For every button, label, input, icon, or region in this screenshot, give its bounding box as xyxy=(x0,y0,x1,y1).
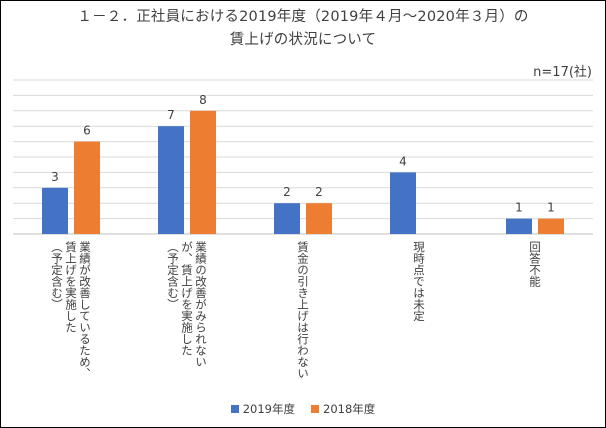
bar-2018年度-2 xyxy=(190,110,216,234)
category-label-1: 業績が改善しているため、 賃上げを実施した （予定含む） xyxy=(50,241,92,379)
bar-2018年度-3 xyxy=(306,203,332,234)
legend-label: 2019年度 xyxy=(242,402,295,416)
bars xyxy=(42,110,564,234)
data-label: 3 xyxy=(51,170,59,184)
chart-title: １－２．正社員における2019年度（2019年４月～2020年３月）の 賃上げの… xyxy=(0,6,606,52)
sample-size-note: n=17(社) xyxy=(533,65,592,80)
chart-title-line-1: １－２．正社員における2019年度（2019年４月～2020年３月）の xyxy=(77,9,529,25)
category-label-line: 現時点では未定 xyxy=(412,241,426,322)
data-label: 2 xyxy=(315,185,323,199)
category-label-line: 業績の改善がみられない xyxy=(194,241,208,368)
category-label-2: 業績の改善がみられない が、賃上げを実施した （予定含む） xyxy=(166,241,208,368)
category-label-line: （予定含む） xyxy=(50,241,64,310)
category-label-line: 回答不能 xyxy=(528,241,542,287)
gridlines xyxy=(13,79,593,235)
bar-2019年度-1 xyxy=(42,187,68,234)
category-label-line: 業績が改善しているため、 xyxy=(78,241,92,379)
category-label-line: 賃金の引き上げは行わない xyxy=(296,241,310,379)
category-label-line: が、賃上げを実施した xyxy=(180,241,194,356)
data-labels: 3 6 7 8 2 2 4 1 1 xyxy=(51,93,555,215)
bar-2019年度-5 xyxy=(506,218,532,234)
data-label: 2 xyxy=(283,185,291,199)
legend-swatch xyxy=(230,405,239,413)
category-label-3: 賃金の引き上げは行わない xyxy=(296,241,310,379)
bar-2019年度-4 xyxy=(390,172,416,234)
category-label-line: （予定含む） xyxy=(166,241,180,310)
bar-2019年度-3 xyxy=(274,203,300,234)
legend-item: 2019年度 xyxy=(230,401,295,417)
legend: 2019年度 2018年度 xyxy=(0,401,606,417)
category-label-5: 回答不能 xyxy=(528,241,542,287)
data-label: 4 xyxy=(399,154,407,168)
category-label-line: 賃上げを実施した xyxy=(64,241,78,333)
data-label: 6 xyxy=(83,124,91,138)
data-label: 7 xyxy=(167,108,175,122)
chart-title-line-2: 賃上げの状況について xyxy=(229,32,377,48)
category-label-4: 現時点では未定 xyxy=(412,241,426,322)
data-label: 8 xyxy=(199,93,207,107)
bar-2018年度-5 xyxy=(538,218,564,234)
data-label: 1 xyxy=(515,201,523,215)
bar-2019年度-2 xyxy=(158,126,184,234)
data-label: 1 xyxy=(547,201,555,215)
legend-label: 2018年度 xyxy=(323,402,376,416)
legend-item: 2018年度 xyxy=(311,401,375,417)
bar-2018年度-1 xyxy=(74,141,100,234)
legend-swatch xyxy=(311,405,319,413)
